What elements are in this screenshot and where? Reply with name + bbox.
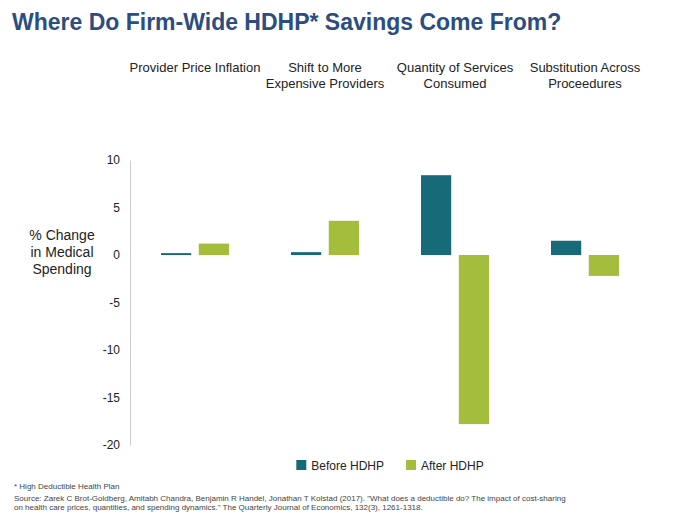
- text-line: Quantity of Services: [397, 60, 514, 75]
- legend-swatch: [296, 460, 306, 470]
- text-line: Expensive Providers: [266, 76, 385, 91]
- tick-label: 10: [107, 153, 121, 167]
- text-line: Consumed: [424, 76, 487, 91]
- text-line: Source: Zarek C Brot-Goldberg, Amitabh C…: [14, 494, 566, 503]
- text-line: in Medical: [30, 244, 93, 260]
- tick: -20: [103, 438, 130, 452]
- text-line: * High Deductible Health Plan: [14, 482, 119, 491]
- axis-title: % Changein MedicalSpending: [29, 227, 95, 277]
- legend: Before HDHP After HDHP: [296, 459, 483, 473]
- category-label: Shift to MoreExpensive Providers: [266, 60, 385, 91]
- tick: -5: [109, 296, 130, 310]
- category-labels: Provider Price Inflation Shift to MoreExp…: [130, 60, 641, 91]
- category-label: Substitution AcrossProceedures: [530, 60, 641, 91]
- legend-label: Before HDHP: [311, 459, 384, 473]
- tick: 5: [113, 201, 130, 215]
- legend-label: After HDHP: [421, 459, 484, 473]
- tick-label: -15: [103, 391, 121, 405]
- y-axis: -20 -15 -10 -5 0 5 10: [103, 153, 131, 452]
- bar: [291, 252, 321, 255]
- bar: [551, 241, 581, 255]
- category-label: Quantity of ServicesConsumed: [397, 60, 514, 91]
- text-line: on health care prices, quantities, and s…: [14, 503, 423, 512]
- tick-label: 0: [113, 248, 120, 262]
- bar: [161, 253, 191, 255]
- bar: [459, 255, 489, 424]
- bar: [421, 175, 451, 255]
- tick: 0: [113, 248, 130, 262]
- chart: Where Do Firm-Wide HDHP* Savings Come Fr…: [0, 0, 700, 515]
- text-line: Spending: [32, 261, 91, 277]
- text-line: Shift to More: [288, 60, 362, 75]
- text-line: Provider Price Inflation: [130, 60, 261, 75]
- bar: [199, 244, 229, 255]
- tick-label: -10: [103, 343, 121, 357]
- bars: [161, 175, 619, 424]
- title: Where Do Firm-Wide HDHP* Savings Come Fr…: [12, 9, 561, 35]
- tick: 10: [107, 153, 130, 167]
- category-label: Provider Price Inflation: [130, 60, 261, 75]
- legend-swatch: [406, 460, 416, 470]
- bar: [589, 255, 619, 276]
- annotation: Source: Zarek C Brot-Goldberg, Amitabh C…: [14, 494, 566, 513]
- tick: -10: [103, 343, 130, 357]
- tick-label: 5: [113, 201, 120, 215]
- tick-label: -5: [109, 296, 120, 310]
- text-line: Substitution Across: [530, 60, 641, 75]
- text-line: % Change: [29, 227, 95, 243]
- text-line: Proceedures: [548, 76, 622, 91]
- legend-item: Before HDHP: [296, 459, 384, 473]
- axis-line: [130, 161, 131, 446]
- legend-item: After HDHP: [406, 459, 484, 473]
- tick: -15: [103, 391, 130, 405]
- tick-label: -20: [103, 438, 121, 452]
- annotation: * High Deductible Health Plan: [14, 482, 119, 491]
- bar: [329, 221, 359, 255]
